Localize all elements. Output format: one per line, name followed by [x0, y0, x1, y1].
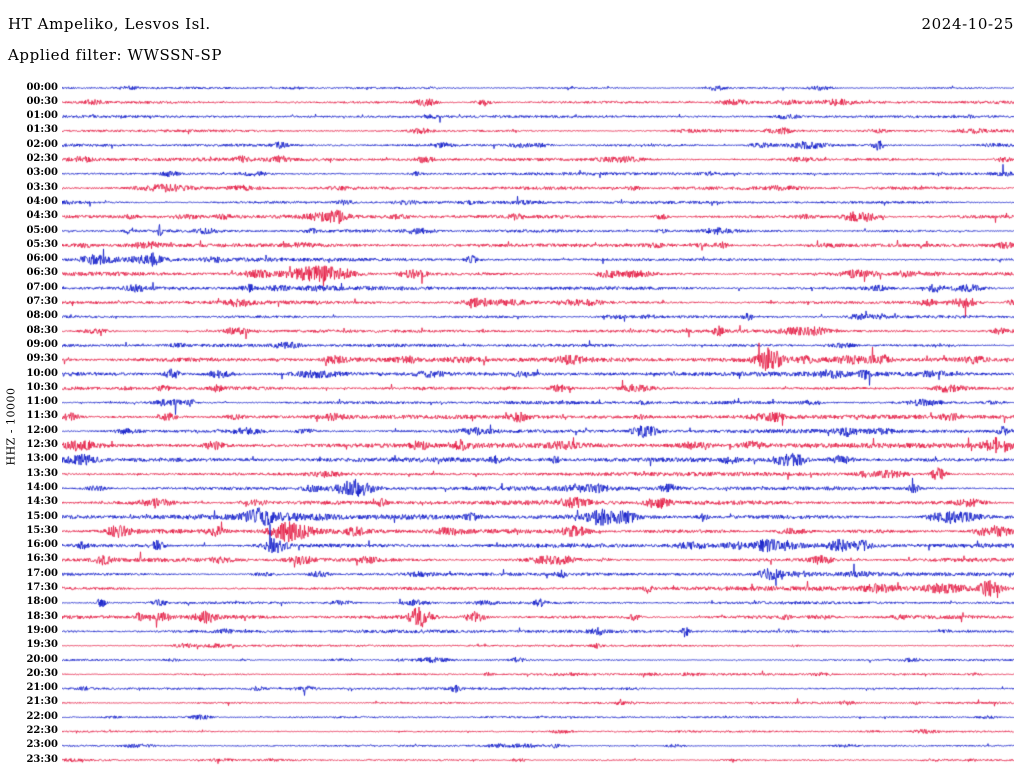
time-label-04-00: 04:00 — [26, 195, 58, 207]
time-label-18-00: 18:00 — [26, 596, 58, 608]
date-label: 2024-10-25 — [921, 15, 1014, 33]
time-label-22-30: 22:30 — [26, 725, 58, 736]
time-label-01-30: 01:30 — [26, 124, 58, 136]
time-label-22-00: 22:00 — [26, 710, 58, 722]
time-label-23-30: 23:30 — [26, 753, 58, 765]
time-label-17-00: 17:00 — [26, 567, 58, 579]
time-label-09-00: 09:00 — [26, 338, 58, 350]
time-label-20-30: 20:30 — [26, 667, 58, 679]
time-label-16-00: 16:00 — [26, 539, 58, 551]
time-label-19-00: 19:00 — [26, 624, 58, 636]
station-title: HT Ampeliko, Lesvos Isl. — [8, 15, 211, 33]
time-label-03-30: 03:30 — [26, 181, 58, 193]
time-label-08-00: 08:00 — [26, 310, 58, 322]
time-label-06-30: 06:30 — [26, 267, 58, 279]
time-label-07-00: 07:00 — [26, 281, 58, 293]
time-label-10-30: 10:30 — [26, 381, 58, 393]
time-label-06-00: 06:00 — [26, 253, 58, 265]
time-label-19-30: 19:30 — [26, 639, 58, 651]
seismogram-traces-canvas — [62, 80, 1014, 772]
time-label-07-30: 07:30 — [26, 296, 58, 307]
time-label-13-00: 13:00 — [26, 453, 58, 465]
time-label-21-00: 21:00 — [26, 682, 58, 694]
time-label-14-00: 14:00 — [26, 481, 58, 493]
time-label-20-00: 20:00 — [26, 653, 58, 665]
filter-label: Applied filter: WWSSN-SP — [8, 46, 223, 64]
time-label-02-30: 02:30 — [26, 153, 58, 164]
time-label-17-30: 17:30 — [26, 582, 58, 593]
time-label-11-00: 11:00 — [26, 396, 58, 408]
time-axis: 00:00 00:30 01:00 01:30 02:00 02:30 03:00 03:30… — [0, 0, 58, 780]
time-label-15-30: 15:30 — [26, 524, 58, 536]
time-label-21-30: 21:30 — [26, 696, 58, 708]
time-label-02-00: 02:00 — [26, 138, 58, 150]
time-label-10-00: 10:00 — [26, 367, 58, 379]
time-label-18-30: 18:30 — [26, 610, 58, 622]
time-label-08-30: 08:30 — [26, 324, 58, 336]
time-label-11-30: 11:30 — [26, 410, 58, 422]
time-label-03-00: 03:00 — [26, 167, 58, 179]
time-label-01-00: 01:00 — [26, 110, 58, 122]
time-label-04-30: 04:30 — [26, 210, 58, 222]
time-label-12-30: 12:30 — [26, 439, 58, 450]
time-label-05-00: 05:00 — [26, 224, 58, 236]
time-label-00-00: 00:00 — [26, 81, 58, 93]
time-label-14-30: 14:30 — [26, 496, 58, 508]
time-label-09-30: 09:30 — [26, 353, 58, 365]
time-label-05-30: 05:30 — [26, 238, 58, 250]
time-label-15-00: 15:00 — [26, 510, 58, 522]
time-label-16-30: 16:30 — [26, 553, 58, 565]
time-label-00-30: 00:30 — [26, 95, 58, 107]
time-label-23-00: 23:00 — [26, 739, 58, 751]
time-label-13-30: 13:30 — [26, 467, 58, 479]
time-label-12-00: 12:00 — [26, 424, 58, 436]
